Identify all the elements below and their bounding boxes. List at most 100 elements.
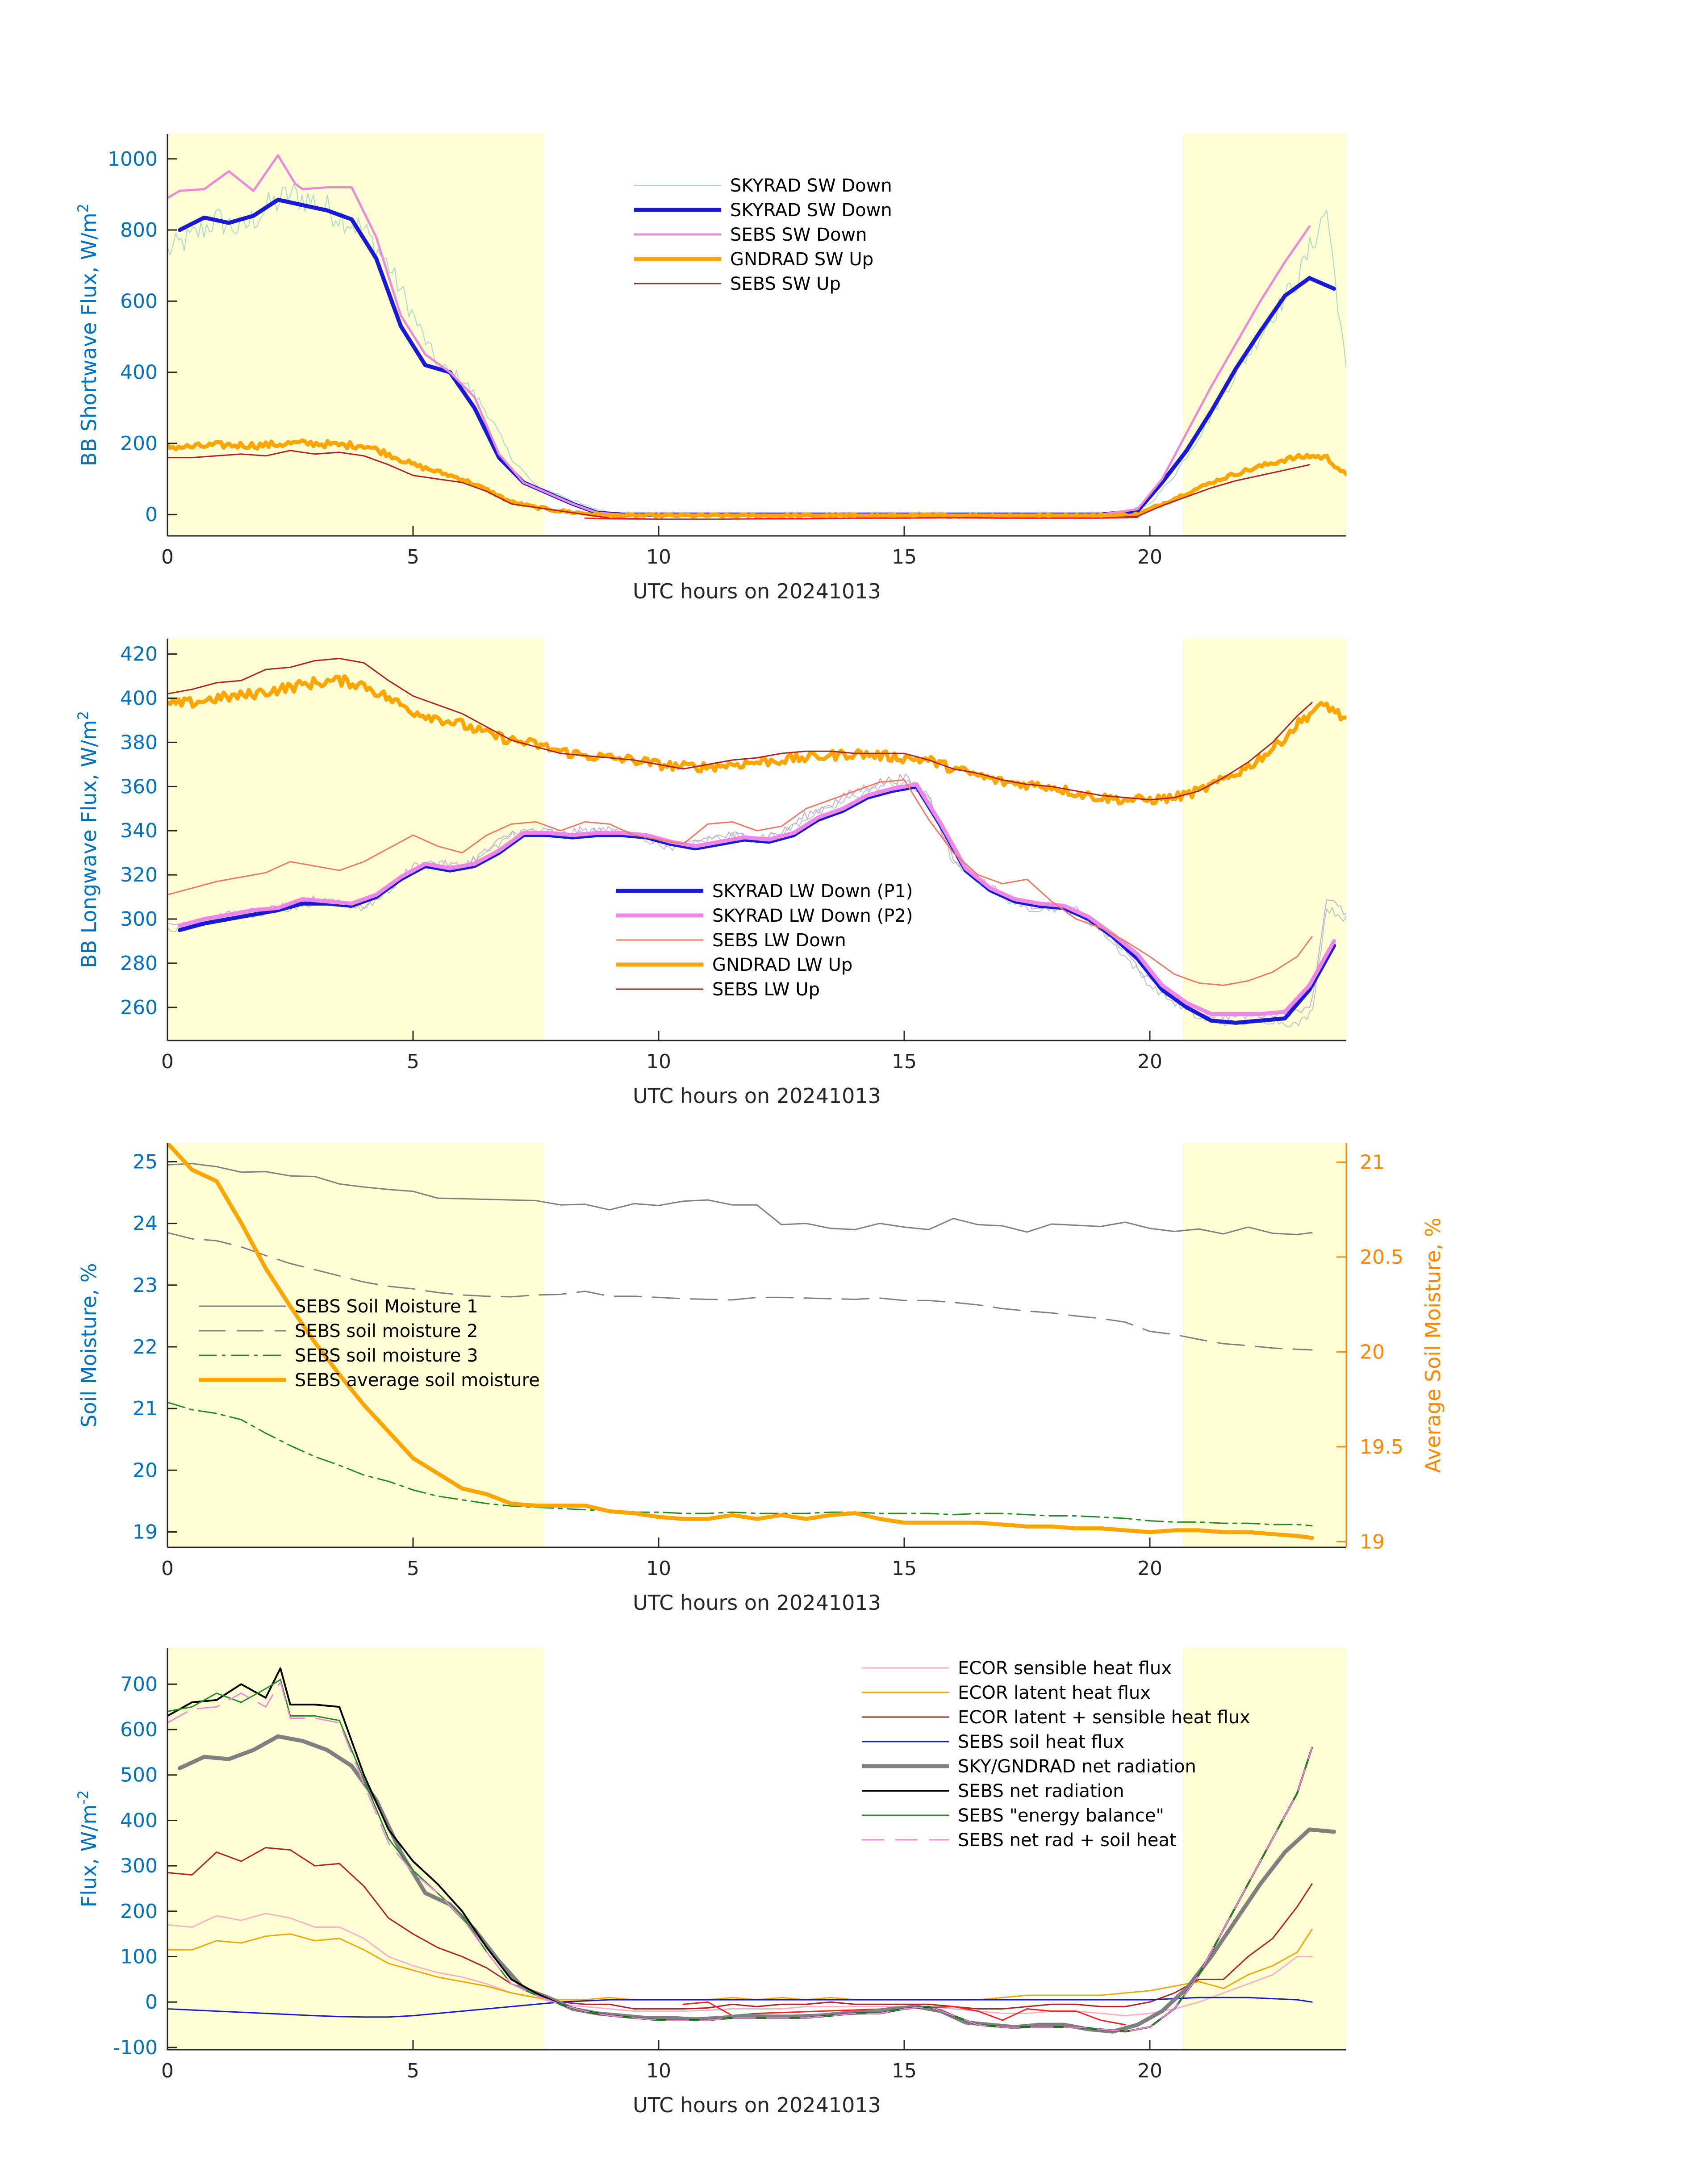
series-line	[584, 517, 1138, 520]
series-line	[167, 1143, 1314, 1540]
series-line	[167, 674, 1346, 806]
y-tick-label: 100	[120, 1946, 158, 1968]
x-tick-label: 20	[1137, 2060, 1162, 2082]
legend-label: SEBS LW Up	[712, 979, 820, 1000]
legend-label: SKYRAD SW Down	[730, 200, 892, 221]
y-tick-label: 22	[133, 1336, 158, 1358]
y-axis-label: BB Shortwave Flux, W/m2	[75, 204, 101, 466]
series-line	[167, 1847, 1313, 2010]
y-tick-label: 800	[120, 219, 158, 242]
y-tick-label: 200	[120, 1900, 158, 1923]
y-tick-label: 600	[120, 290, 158, 313]
series-line	[167, 1232, 1313, 1351]
y-tick-label: 700	[120, 1673, 158, 1696]
y-axis-label-superscript: 2	[75, 711, 92, 720]
x-tick-label: 10	[646, 1050, 671, 1073]
legend: SKYRAD SW Down SKYRAD SW Down SEBS SW Down…	[634, 175, 892, 294]
night-shading	[167, 134, 544, 536]
x-tick-label: 15	[892, 1050, 917, 1073]
y-tick-label: 400	[120, 687, 158, 710]
legend-label: SEBS soil heat flux	[958, 1732, 1124, 1752]
legend: SKYRAD LW Down (P1) SKYRAD LW Down (P2) SE…	[616, 881, 913, 1000]
series-line	[167, 1163, 1313, 1235]
y-axis-label-superscript: -2	[75, 1790, 92, 1805]
legend-label: SEBS "energy balance"	[958, 1805, 1164, 1826]
legend-label: SEBS Soil Moisture 1	[295, 1296, 478, 1317]
series-line	[167, 1997, 1313, 2018]
y-tick-label: 0	[145, 503, 158, 526]
y-axis-label-superscript: 2	[75, 204, 92, 213]
y-right-tick-label: 19	[1360, 1530, 1385, 1553]
y-tick-label: 23	[133, 1274, 158, 1297]
y-tick-label: 600	[120, 1718, 158, 1741]
series-line	[167, 1929, 1313, 2001]
legend-label: SKYRAD LW Down (P2)	[712, 906, 913, 926]
y-tick-label: 200	[120, 432, 158, 455]
x-tick-label: 15	[892, 546, 917, 568]
legend-label: SEBS SW Up	[730, 274, 841, 294]
legend-label: ECOR latent heat flux	[958, 1683, 1151, 1703]
x-tick-label: 5	[407, 1557, 419, 1580]
series-line	[167, 1679, 1313, 2032]
y-tick-label: 340	[120, 819, 158, 842]
y-right-tick-label: 20.5	[1360, 1246, 1403, 1269]
x-tick-label: 20	[1137, 1557, 1162, 1580]
x-tick-label: 10	[646, 546, 671, 568]
legend-label: SKY/GNDRAD net radiation	[958, 1756, 1196, 1777]
x-tick-label: 0	[161, 546, 174, 568]
series-group	[167, 1143, 1314, 1540]
y-axis-right-label: Average Soil Moisture, %	[1421, 1218, 1445, 1473]
x-axis-label: UTC hours on 20241013	[633, 1084, 881, 1108]
y-tick-label: 320	[120, 864, 158, 886]
legend: ECOR sensible heat flux ECOR latent heat …	[862, 1658, 1250, 1851]
y-right-tick-label: 21	[1360, 1151, 1385, 1174]
y-tick-label: 360	[120, 775, 158, 798]
y-tick-label: 21	[133, 1397, 158, 1420]
x-tick-label: 0	[161, 1050, 174, 1073]
legend-label: SEBS soil moisture 2	[295, 1321, 478, 1341]
longwave-flux-panel: 0 5 10 15 20 260 280 300 320 340 360 380 400 420 UTC h…	[75, 639, 1346, 1108]
y-tick-label: 0	[145, 1991, 158, 2014]
series-group	[167, 658, 1346, 1028]
series-line	[167, 1913, 1313, 2017]
series-line	[167, 780, 1346, 1028]
y-tick-label: 19	[133, 1521, 158, 1543]
y-axis-label: Soil Moisture, %	[77, 1263, 101, 1427]
night-shading	[167, 1143, 544, 1547]
x-tick-label: 10	[646, 2060, 671, 2082]
legend-label: SEBS net rad + soil heat	[958, 1830, 1177, 1851]
y-tick-label: 500	[120, 1764, 158, 1787]
y-tick-label: 20	[133, 1459, 158, 1482]
y-tick-label: 24	[133, 1212, 158, 1235]
series-line	[167, 658, 1313, 801]
legend-label: ECOR latent + sensible heat flux	[958, 1707, 1250, 1728]
y-tick-label: 380	[120, 731, 158, 754]
legend-label: ECOR sensible heat flux	[958, 1658, 1172, 1679]
x-tick-label: 0	[161, 1557, 174, 1580]
x-tick-label: 20	[1137, 546, 1162, 568]
soil-moisture-panel: 0 5 10 15 20 19 20 21 22 23 24 25 19 19.5 20 20.5 21 UTC …	[77, 1143, 1445, 1615]
series-line	[178, 782, 1336, 1016]
series-line	[167, 450, 1310, 520]
y-axis-label: BB Longwave Flux, W/m2	[75, 711, 101, 968]
series-group	[167, 1667, 1336, 2034]
series-line	[178, 784, 1336, 1025]
x-axis-label: UTC hours on 20241013	[633, 579, 881, 603]
x-tick-label: 5	[407, 1050, 419, 1073]
x-tick-label: 15	[892, 1557, 917, 1580]
legend-label: SKYRAD LW Down (P1)	[712, 881, 913, 902]
y-tick-label: 25	[133, 1150, 158, 1173]
legend-label: SEBS LW Down	[712, 930, 846, 951]
series-group	[167, 154, 1346, 520]
x-axis-label: UTC hours on 20241013	[633, 1591, 881, 1615]
x-tick-label: 10	[646, 1557, 671, 1580]
x-tick-label: 5	[407, 2060, 419, 2082]
legend-label: SEBS net radiation	[958, 1781, 1124, 1801]
y-tick-label: 300	[120, 908, 158, 931]
night-shading	[1182, 639, 1346, 1040]
legend-label: SEBS average soil moisture	[295, 1370, 540, 1391]
night-shading	[167, 1648, 544, 2050]
